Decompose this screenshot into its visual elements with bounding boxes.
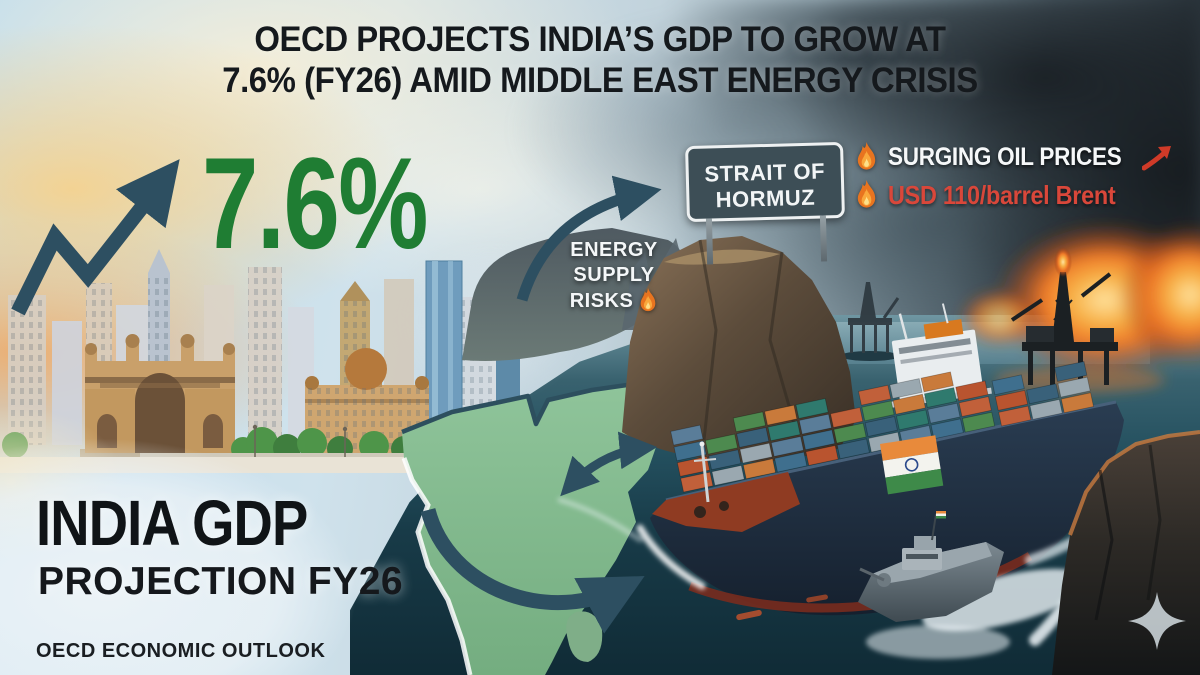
- trees: [2, 427, 505, 462]
- risks-line-3: RISKS: [569, 289, 634, 312]
- ship-funnel: [923, 319, 964, 340]
- risks-line-1: ENERGY: [570, 239, 658, 261]
- exchange-arrow: [560, 431, 658, 497]
- headline-line-1: OECD PROJECTS INDIA’S GDP TO GROW AT: [254, 20, 946, 59]
- right-cliff: [1052, 430, 1200, 675]
- boat-wake: [866, 568, 1088, 659]
- sri-lanka: [566, 611, 603, 662]
- pale-corner-wash: [0, 400, 540, 675]
- headline-title: OECD PROJECTS INDIA’S GDP TO GROW AT 7.6…: [36, 20, 1164, 101]
- headline-line-2: 7.6% (FY26) AMID MIDDLE EAST ENERGY CRIS…: [222, 60, 978, 100]
- surging-oil-row: SURGING OIL PRICES: [854, 142, 1200, 173]
- hormuz-arrow: [516, 175, 662, 302]
- sea-debris: [736, 594, 828, 621]
- flame-icon: [854, 180, 879, 211]
- dome-palace: [305, 348, 429, 453]
- flame-icon: [638, 288, 658, 314]
- foreground-towers: [148, 249, 520, 446]
- sea-foam: [557, 493, 1135, 646]
- sparkle-icon: [1128, 592, 1186, 650]
- energy-risks-label: ENERGY SUPPLY RISKS: [546, 238, 682, 314]
- strait-cliff: [622, 236, 856, 463]
- container-ship: [650, 303, 1124, 616]
- growth-arrow: [11, 159, 180, 316]
- promenade: [0, 424, 520, 473]
- ship-hull: [650, 402, 1124, 616]
- india-map: [401, 381, 662, 675]
- trade-flow-arrow: [420, 507, 645, 634]
- city-skyline: [0, 249, 520, 473]
- sign-line-1: STRAIT OF: [704, 158, 826, 187]
- sign-post-left: [705, 218, 714, 265]
- sea: [350, 315, 1200, 675]
- storm-clouds: [500, 0, 1200, 430]
- strait-of-hormuz-sign: STRAIT OF HORMUZ: [685, 141, 845, 265]
- container-stack-main: [670, 371, 996, 493]
- projection-subheading: PROJECTION FY26: [38, 560, 404, 603]
- flame-icon: [854, 142, 879, 173]
- horizon-glow: [820, 322, 1150, 364]
- oil-price-label: USD 110/barrel Brent: [888, 180, 1116, 210]
- gray-coastline: [462, 228, 683, 361]
- gateway-of-india: [80, 334, 240, 458]
- sign-post-right: [819, 215, 828, 262]
- surge-arrow-icon: [1142, 145, 1172, 170]
- oil-price-row: USD 110/barrel Brent: [854, 180, 1200, 211]
- oil-callouts: SURGING OIL PRICES USD 110/barrel Brent: [854, 142, 1200, 218]
- india-flag: [880, 435, 944, 495]
- foremast: [693, 441, 717, 503]
- ship-superstructure: [888, 303, 992, 409]
- india-gdp-heading: INDIA GDP: [36, 487, 308, 559]
- background-buildings: [8, 267, 520, 445]
- navy-patrol-boat: [858, 511, 1004, 622]
- sign-line-2: HORMUZ: [715, 184, 816, 213]
- source-label: OECD ECONOMIC OUTLOOK: [36, 640, 326, 662]
- gdp-figure: 7.6%: [202, 130, 428, 276]
- coast-mist: [360, 210, 620, 430]
- surging-oil-label: SURGING OIL PRICES: [888, 143, 1122, 171]
- oil-rig-distant: [840, 282, 900, 361]
- boat-flag: [936, 511, 946, 519]
- fire-glow: [958, 220, 1200, 393]
- distant-rock-spires: [622, 238, 694, 330]
- oil-rig-burning: [1010, 247, 1118, 385]
- container-stack-aft: [991, 361, 1095, 427]
- risks-line-2: SUPPLY: [573, 264, 655, 286]
- bow-deck: [652, 472, 800, 532]
